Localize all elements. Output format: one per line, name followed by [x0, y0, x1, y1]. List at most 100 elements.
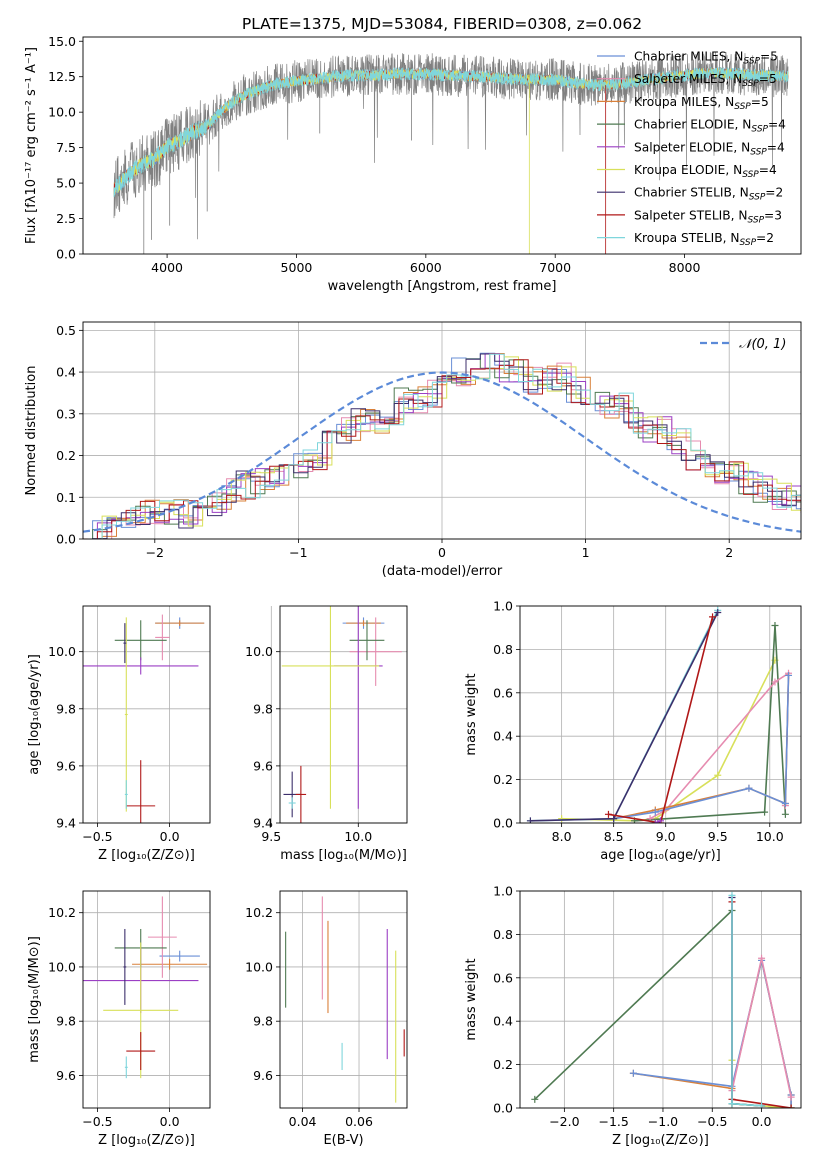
series-chabrier-stelib: [526, 609, 722, 823]
series-kroupa-stelib: [526, 606, 722, 823]
axes-frame: [82, 890, 211, 1109]
x-tick-label: 6000: [410, 260, 442, 275]
y-tick-label: 10.0: [48, 644, 76, 659]
y-tick-label: 0.2: [493, 772, 513, 787]
y-tick-label: 9.4: [56, 816, 76, 831]
mass-vs-metallicity-panel: −0.5 0.0 9.6 9.8 10.0 10.2 Z [log₁₀(Z/Z⊙)] mass…: [27, 890, 211, 1148]
legend-label: Kroupa MILES, NSSP=5: [634, 95, 769, 112]
plus-marker: [629, 1069, 637, 1077]
age-vs-metallicity-panel: −0.5 0.0 9.4 9.6 9.8 10.0 Z [log₁₀(Z/Z⊙)] age […: [27, 605, 211, 863]
x-tick-label: −0.5: [82, 829, 112, 844]
y-tick-label: 0.0: [493, 1101, 513, 1116]
errorbar-salpeter-miles: [349, 617, 402, 686]
series-kroupa-elodie: [558, 656, 779, 823]
y-tick-label: 15.0: [48, 34, 76, 49]
y-tick-label: 0.6: [493, 970, 513, 985]
series-line: [561, 659, 776, 822]
plus-marker: [781, 799, 789, 807]
x-axis-label: Z [log₁₀(Z/Z⊙)]: [98, 848, 195, 863]
axes-frame: [279, 605, 408, 824]
plus-marker: [758, 1102, 766, 1108]
y-tick-label: 12.5: [48, 69, 76, 84]
errorbar-chabrier-stelib: [123, 623, 127, 664]
plus-marker: [526, 817, 534, 823]
histogram-salpeter-stelib: [83, 359, 801, 539]
legend: Chabrier MILES, NSSP=5 Salpeter MILES, NS…: [597, 50, 786, 248]
y-tick-label: 1.0: [493, 884, 513, 899]
x-tick-label: −0.5: [697, 1114, 727, 1129]
axes-frame: [82, 605, 211, 824]
gridlines: [83, 891, 210, 1108]
axes-frame: [279, 890, 408, 1109]
x-tick-label: 4000: [151, 260, 183, 275]
x-tick-label: 0.04: [289, 1114, 317, 1129]
series-line: [530, 612, 719, 822]
errorbar-salpeter-stelib: [126, 760, 156, 823]
axes-frame: [82, 36, 802, 255]
errorbar-salpeter-miles: [147, 896, 177, 978]
legend-label: Salpeter ELODIE, NSSP=4: [634, 140, 785, 157]
legend-label: Kroupa STELIB, NSSP=2: [634, 231, 774, 248]
age-vs-mass-panel: 9.5 10.0 9.4 9.6 9.8 10.0 mass [log₁₀(M/M⊙)]: [245, 605, 408, 863]
mass-vs-ebv-panel: 0.04 0.06 9.6 9.8 10.0 10.2 E(B-V): [245, 890, 408, 1148]
y-tick-label: 10.2: [48, 905, 76, 920]
plot-area: [83, 614, 205, 823]
gridlines: [520, 890, 801, 1109]
y-tick-label: 0.0: [56, 532, 76, 547]
plus-marker: [761, 808, 769, 816]
y-tick-label: 0.4: [56, 365, 76, 380]
errorbar-kroupa-miles: [155, 620, 205, 626]
x-tick-label: 8000: [669, 260, 701, 275]
y-tick-label: 0.0: [493, 816, 513, 831]
plus-marker: [558, 815, 566, 823]
x-tick-label: 9.5: [261, 829, 281, 844]
y-axis-label: mass [log₁₀(M/M⊙)]: [27, 936, 42, 1063]
errorbar-chabrier-miles: [159, 950, 200, 962]
legend-label: Chabrier STELIB, NSSP=2: [634, 186, 783, 203]
residual-histogram-panel: −2 −1 0 1 2 0.0 0.1 0.2 0.3 0.4 0.5 (data-model)/er…: [24, 321, 802, 579]
plus-marker: [787, 1093, 795, 1101]
y-tick-label: 0.1: [56, 490, 76, 505]
errorbar-kroupa-stelib: [124, 1056, 128, 1079]
plus-marker: [531, 1095, 539, 1103]
x-tick-label: 0.0: [160, 829, 180, 844]
plus-marker: [651, 808, 659, 816]
spectrum-panel: 4000 5000 6000 7000 8000 0.0 2.5 5.0 7.5 10.0 12.5…: [24, 34, 802, 294]
y-axis-label: mass weight: [464, 673, 479, 755]
x-tick-label: 8.0: [552, 829, 572, 844]
x-tick-label: 0.0: [752, 1114, 772, 1129]
y-tick-label: 9.8: [253, 701, 273, 716]
series-line: [634, 625, 787, 822]
plus-marker: [657, 817, 664, 823]
plus-marker: [728, 891, 736, 899]
x-tick-label: −1.5: [598, 1114, 628, 1129]
errorbar-kroupa-elodie: [281, 606, 380, 809]
gridlines: [520, 605, 801, 824]
series-line: [608, 616, 714, 823]
y-tick-label: 2.5: [56, 211, 76, 226]
x-axis-label: (data-model)/error: [382, 564, 503, 579]
histogram-chabrier-elodie: [83, 358, 801, 539]
y-tick-label: 9.6: [56, 1068, 76, 1083]
legend-label: Chabrier ELODIE, NSSP=4: [634, 118, 786, 135]
plus-marker: [714, 771, 722, 779]
plus-marker: [610, 815, 618, 823]
x-axis-label: Z [log₁₀(Z/Z⊙)]: [612, 1133, 709, 1148]
normal-curve: [83, 371, 801, 533]
y-tick-label: 10.2: [245, 905, 273, 920]
errorbar-kroupa-stelib: [288, 797, 296, 809]
y-axis-label: age [log₁₀(age/yr)]: [27, 654, 42, 775]
y-tick-label: 0.3: [56, 406, 76, 421]
x-tick-label: 0.06: [345, 1114, 373, 1129]
legend-label: Salpeter MILES, NSSP=5: [634, 72, 777, 89]
y-tick-label: 7.5: [56, 140, 76, 155]
y-tick-label: 1.0: [493, 599, 513, 614]
x-tick-label: 10.0: [756, 829, 784, 844]
y-tick-label: 9.4: [253, 816, 273, 831]
x-tick-label: −1.0: [648, 1114, 678, 1129]
legend-label: Chabrier MILES, NSSP=5: [634, 50, 778, 67]
y-tick-label: 0.0: [56, 247, 76, 262]
x-tick-label: 5000: [281, 260, 313, 275]
x-axis-label: wavelength [Angstrom, rest frame]: [328, 279, 557, 294]
x-axis-label: Z [log₁₀(Z/Z⊙)]: [98, 1133, 195, 1148]
